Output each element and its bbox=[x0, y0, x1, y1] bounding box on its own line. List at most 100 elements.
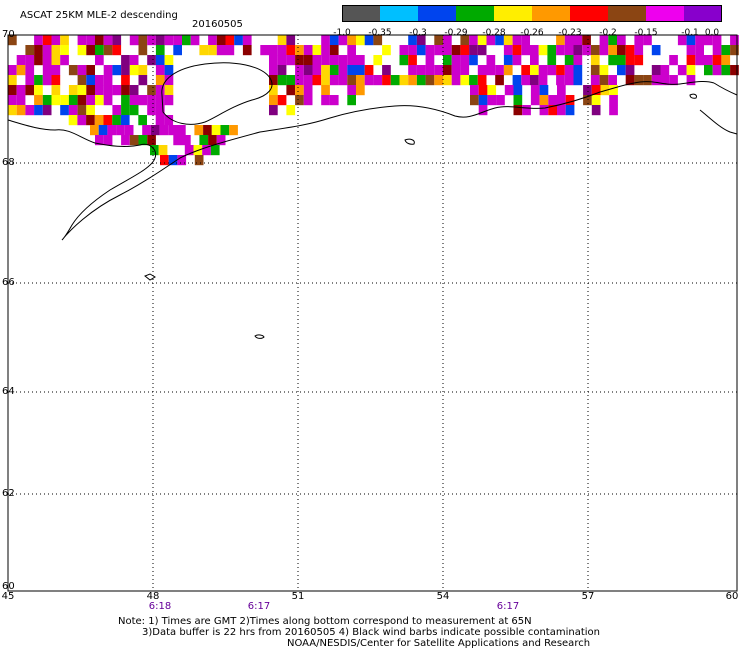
colorbar-label: -0.23 bbox=[558, 28, 582, 38]
wind-cell bbox=[556, 35, 565, 46]
wind-cell bbox=[617, 35, 626, 46]
wind-cell bbox=[443, 45, 452, 56]
wind-cell bbox=[373, 55, 383, 66]
wind-cell bbox=[129, 85, 139, 96]
wind-cell bbox=[599, 45, 609, 56]
wind-cell bbox=[210, 145, 220, 156]
wind-cell bbox=[34, 35, 43, 46]
wind-cell bbox=[599, 75, 609, 86]
graticule bbox=[8, 35, 737, 591]
wind-cell bbox=[356, 65, 365, 76]
wind-cell bbox=[634, 55, 644, 66]
wind-cell bbox=[347, 45, 356, 56]
colorbar-segment bbox=[380, 5, 418, 22]
wind-cell bbox=[625, 55, 635, 66]
wind-cell bbox=[686, 35, 696, 46]
wind-cell bbox=[194, 155, 204, 166]
wind-cell bbox=[329, 45, 339, 56]
wind-cell bbox=[373, 35, 383, 46]
wind-cell bbox=[625, 45, 635, 56]
wind-cell bbox=[190, 35, 200, 46]
wind-cell bbox=[643, 35, 652, 46]
wind-cell bbox=[512, 45, 522, 56]
wind-cell bbox=[487, 95, 497, 106]
wind-cell bbox=[42, 75, 52, 86]
wind-cell bbox=[121, 75, 130, 86]
wind-cell bbox=[599, 65, 609, 76]
colorbar-segment bbox=[532, 5, 570, 22]
wind-cell bbox=[590, 75, 600, 86]
wind-cell bbox=[229, 125, 238, 136]
wind-cell bbox=[86, 85, 95, 96]
wind-cell bbox=[242, 45, 252, 56]
wind-cell bbox=[155, 45, 165, 56]
wind-cell bbox=[116, 125, 125, 136]
wind-cell bbox=[443, 55, 452, 66]
wind-cell bbox=[590, 65, 600, 76]
wind-cell bbox=[77, 35, 87, 46]
coastline-south bbox=[699, 82, 738, 135]
coastline-islet bbox=[144, 273, 156, 281]
wind-cell bbox=[286, 45, 296, 56]
wind-cell bbox=[295, 95, 304, 106]
wind-cell bbox=[168, 125, 177, 136]
wind-cell bbox=[138, 135, 148, 146]
wind-cell bbox=[513, 85, 523, 96]
wind-cell bbox=[34, 95, 43, 106]
wind-cell bbox=[609, 95, 618, 106]
wind-cell bbox=[416, 35, 426, 46]
coastline bbox=[7, 62, 738, 339]
wind-cell bbox=[86, 65, 95, 76]
wind-cell bbox=[521, 75, 530, 86]
wind-cell bbox=[121, 135, 130, 146]
wind-cell bbox=[513, 95, 523, 106]
wind-cell bbox=[77, 45, 87, 56]
wind-cell bbox=[286, 85, 296, 96]
colorbar-segment bbox=[684, 5, 722, 22]
wind-cell bbox=[408, 45, 417, 56]
wind-cell bbox=[704, 55, 713, 66]
map-title: ASCAT 25KM MLE-2 descending bbox=[20, 10, 178, 21]
wind-cell bbox=[364, 65, 374, 76]
wind-cell bbox=[269, 85, 278, 96]
wind-cell bbox=[16, 95, 26, 106]
wind-cell bbox=[651, 45, 661, 56]
wind-cell bbox=[173, 35, 182, 46]
wind-cell bbox=[408, 55, 417, 66]
wind-cell bbox=[269, 75, 278, 86]
lat-label: 62 bbox=[2, 488, 15, 499]
wind-cell bbox=[77, 115, 87, 126]
wind-cell bbox=[184, 145, 194, 156]
wind-cell bbox=[556, 45, 565, 56]
colorbar-segment bbox=[418, 5, 456, 22]
wind-cell bbox=[513, 105, 523, 116]
wind-cell bbox=[469, 45, 478, 56]
wind-cell bbox=[86, 95, 95, 106]
wind-cell bbox=[338, 55, 348, 66]
lon-label: 51 bbox=[291, 591, 305, 602]
wind-cell bbox=[548, 95, 557, 106]
wind-cell bbox=[121, 85, 130, 96]
coastline-islet bbox=[254, 334, 265, 339]
wind-cell bbox=[530, 95, 540, 106]
wind-cell bbox=[321, 85, 330, 96]
wind-cell bbox=[68, 65, 78, 76]
wind-cell bbox=[686, 65, 696, 76]
lon-label: 54 bbox=[436, 591, 450, 602]
wind-cell bbox=[469, 75, 478, 86]
wind-cell bbox=[695, 55, 704, 66]
coastline-island bbox=[161, 62, 273, 125]
wind-cell bbox=[103, 35, 113, 46]
wind-cell bbox=[86, 105, 95, 116]
wind-cell bbox=[199, 135, 209, 146]
wind-cell bbox=[277, 35, 287, 46]
wind-cell bbox=[173, 45, 182, 56]
lat-label: 60 bbox=[2, 581, 15, 592]
wind-cell bbox=[477, 35, 487, 46]
wind-cell bbox=[159, 125, 169, 136]
wind-cell bbox=[138, 35, 148, 46]
wind-cell bbox=[408, 75, 417, 86]
wind-cell bbox=[286, 75, 296, 86]
wind-cell bbox=[234, 35, 243, 46]
colorbar-label: -0.29 bbox=[444, 28, 468, 38]
